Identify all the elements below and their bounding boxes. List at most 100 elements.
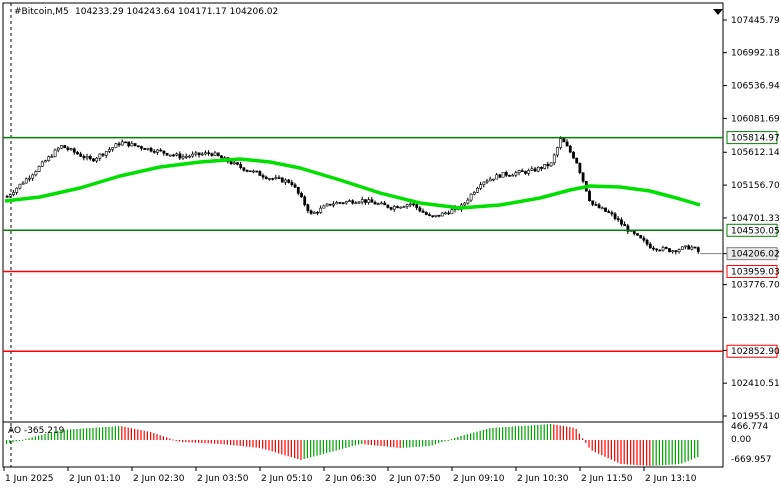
candle-body [162,150,166,154]
ao-bar [367,440,369,445]
candle-body [15,187,19,193]
candle-body [120,141,124,146]
candle-body [655,248,659,251]
candle-body [293,184,297,188]
ao-bar [146,431,148,440]
candle-body [485,180,489,183]
ao-bar [684,440,686,463]
ao-bar [54,431,56,440]
ao-bar [127,427,129,440]
ao-bar [268,440,270,451]
ao-bar [63,429,65,440]
ao-bar [370,440,372,446]
ao-bar [182,440,184,443]
ao-bar [278,440,280,454]
candle-body [636,233,639,236]
candle-body [408,203,412,206]
ao-bar [386,440,388,447]
candle-body [236,162,239,165]
candle-body [626,225,630,232]
candle-body [92,158,95,162]
candle-body [207,152,211,155]
ao-bar [57,430,59,440]
candle-body [444,212,447,215]
candle-body [652,247,655,250]
candle-body [264,176,268,179]
ao-bar [431,440,433,446]
price-axis: 107445.79 106992.18 106536.94 106081.69 1056… [723,16,780,422]
ao-bar [137,429,139,440]
ao-bar [399,440,401,448]
ao-bar [130,428,132,440]
ao-bar [601,440,603,456]
candle-body [546,164,550,167]
candle-body [642,237,646,241]
candle-body [447,212,451,215]
candle-body [588,190,591,202]
candle-body [514,172,518,176]
ao-bar [383,440,385,447]
candle-body [572,151,575,159]
ao-bar [290,440,292,458]
candle-body [341,202,345,205]
candle-body [300,192,303,198]
ao-bar [198,440,200,443]
candle-body [60,145,63,149]
ao-bar [95,427,97,440]
candle-body [335,202,339,205]
ao-bar [674,440,676,465]
ao-bar [38,435,40,440]
symbol-label: #Bitcoin,M5 [14,7,69,17]
ao-bar [694,440,696,459]
ao-bar [281,440,283,455]
candle-body [687,245,691,250]
candle-body [165,152,169,156]
candle-body [616,218,620,221]
ao-bar [348,440,350,448]
time-tick-label: 2 Jun 06:30 [325,474,377,484]
candle-body [376,203,380,205]
ao-bar [271,440,273,452]
triangle-down-icon[interactable] [713,9,723,15]
ao-bar [463,435,465,440]
ao-bar [562,426,564,440]
candle-body [680,246,684,250]
ao-bar [518,426,520,440]
candle-body [591,200,595,205]
price-tick-label: 105612.14 [731,148,780,158]
ao-bar [98,427,100,440]
candle-body [607,211,611,213]
candle-body [648,243,652,249]
ao-bar [438,440,440,444]
candle-body [290,182,294,186]
ao-bar [118,426,120,440]
ao-bar [604,440,606,457]
candle-body [389,207,393,210]
time-tick-label: 2 Jun 13:10 [645,474,697,484]
ao-bar [169,438,171,440]
candle-body [12,192,15,195]
candle-body [472,192,476,195]
ao-bar [255,440,257,448]
candle-body [424,212,428,215]
time-tick-label: 2 Jun 11:50 [581,474,633,484]
candle-body [575,157,579,164]
ao-bar [214,440,216,444]
ao-bar [210,440,212,444]
candle-body [658,249,662,252]
candle-body [130,143,134,147]
ao-axis-label: 0.00 [731,435,751,445]
candle-body [204,152,207,155]
ao-bar [495,427,497,440]
candle-body [469,193,473,201]
current-price-label: 104206.02 [731,250,780,260]
candle-body [232,162,236,165]
candle-body [677,249,681,253]
ao-bar [319,440,321,455]
moving-average-line [4,157,701,210]
ao-bar [294,440,296,459]
ao-bar [178,440,180,442]
ao-bar [188,440,190,443]
ao-bar [406,440,408,448]
